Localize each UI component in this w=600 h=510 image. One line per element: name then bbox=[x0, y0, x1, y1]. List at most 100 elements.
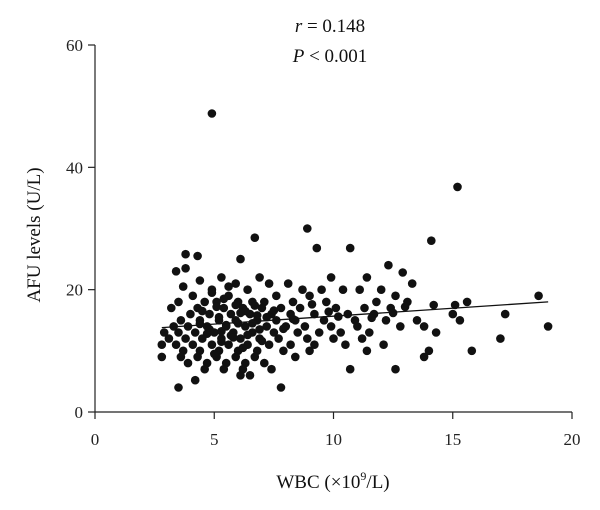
data-point bbox=[157, 340, 167, 350]
data-point bbox=[176, 352, 186, 362]
data-point bbox=[355, 285, 365, 295]
data-point bbox=[233, 319, 243, 328]
data-point bbox=[303, 334, 312, 343]
data-point bbox=[195, 276, 205, 285]
data-point bbox=[255, 273, 264, 282]
data-point bbox=[210, 349, 219, 359]
data-point bbox=[343, 309, 353, 319]
data-point bbox=[207, 109, 217, 118]
data-point bbox=[319, 316, 329, 325]
x-axis-label-superscript: 9 bbox=[360, 469, 366, 483]
data-point bbox=[269, 306, 279, 315]
data-point bbox=[224, 282, 233, 291]
data-point bbox=[310, 309, 319, 319]
data-point bbox=[283, 279, 293, 288]
data-point bbox=[467, 346, 477, 356]
data-point bbox=[181, 334, 190, 343]
data-point bbox=[400, 302, 410, 312]
data-point bbox=[314, 328, 324, 337]
data-point bbox=[279, 346, 288, 356]
data-point bbox=[295, 303, 305, 313]
data-point bbox=[178, 282, 188, 291]
correlation-annotation: r = 0.148 bbox=[295, 16, 365, 37]
data-point bbox=[310, 340, 319, 350]
data-point bbox=[181, 249, 190, 259]
data-point bbox=[171, 340, 181, 350]
data-point bbox=[157, 352, 167, 362]
data-point bbox=[293, 328, 303, 337]
regression-line bbox=[161, 301, 549, 329]
data-point bbox=[214, 312, 224, 322]
data-point bbox=[388, 308, 398, 318]
data-point bbox=[500, 309, 510, 319]
data-point bbox=[381, 316, 391, 325]
data-point bbox=[219, 294, 229, 304]
data-point bbox=[219, 303, 229, 313]
data-point bbox=[353, 322, 362, 331]
data-point bbox=[298, 285, 307, 295]
data-point bbox=[455, 316, 465, 325]
data-point bbox=[260, 358, 269, 368]
data-point bbox=[217, 273, 226, 282]
data-point bbox=[412, 316, 422, 325]
data-point bbox=[317, 285, 326, 295]
x-tick-label: 10 bbox=[325, 430, 342, 449]
data-point bbox=[453, 182, 462, 192]
data-point bbox=[250, 233, 260, 242]
data-point bbox=[252, 311, 262, 320]
data-point bbox=[159, 328, 169, 337]
data-point bbox=[288, 297, 298, 307]
data-point bbox=[243, 285, 252, 295]
data-point bbox=[264, 279, 274, 288]
data-point bbox=[183, 358, 193, 368]
data-point bbox=[245, 371, 255, 380]
data-point bbox=[391, 291, 400, 301]
axes bbox=[94, 45, 572, 413]
data-point bbox=[241, 322, 250, 331]
data-point bbox=[264, 340, 274, 350]
data-point bbox=[193, 251, 202, 261]
data-point bbox=[190, 328, 200, 337]
y-ticks: 0 20 40 60 bbox=[66, 36, 95, 422]
x-tick-label: 20 bbox=[564, 430, 581, 449]
data-point bbox=[174, 328, 183, 337]
data-point bbox=[365, 328, 374, 337]
data-point bbox=[362, 273, 372, 282]
data-point bbox=[255, 325, 264, 334]
y-axis-label: AFU levels (U/L) bbox=[24, 167, 45, 302]
data-point bbox=[345, 364, 355, 374]
data-point bbox=[384, 260, 393, 270]
data-point bbox=[200, 364, 209, 374]
x-tick-label: 5 bbox=[210, 430, 219, 449]
data-point bbox=[307, 300, 317, 309]
data-point bbox=[372, 297, 381, 307]
data-point bbox=[207, 288, 217, 298]
data-point bbox=[305, 291, 314, 301]
data-point bbox=[217, 337, 226, 347]
data-point bbox=[202, 329, 212, 339]
data-point bbox=[229, 333, 238, 342]
x-axis-label-prefix: WBC (×10 bbox=[276, 472, 360, 493]
data-point bbox=[188, 291, 198, 301]
data-point bbox=[188, 340, 198, 350]
data-point bbox=[200, 297, 209, 307]
data-point bbox=[305, 346, 314, 356]
data-point bbox=[186, 309, 195, 319]
data-point bbox=[329, 334, 338, 343]
data-point bbox=[429, 300, 439, 310]
data-point bbox=[236, 254, 245, 264]
y-tick-label: 60 bbox=[66, 36, 83, 55]
data-point bbox=[171, 267, 181, 276]
data-point bbox=[181, 264, 190, 273]
data-point bbox=[279, 324, 288, 334]
data-point bbox=[396, 322, 405, 331]
data-point bbox=[238, 343, 248, 353]
data-point bbox=[262, 322, 272, 331]
data-point bbox=[341, 340, 350, 350]
data-point bbox=[176, 316, 186, 325]
data-point bbox=[362, 346, 372, 356]
data-point bbox=[357, 334, 367, 343]
data-point bbox=[262, 312, 272, 322]
data-point bbox=[407, 279, 417, 288]
